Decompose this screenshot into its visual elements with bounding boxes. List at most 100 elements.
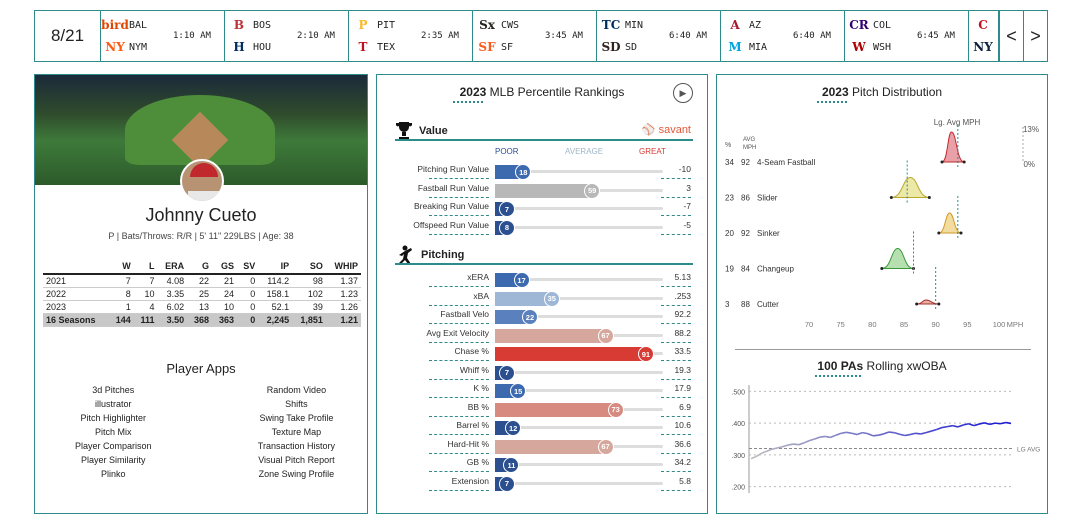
home-abbr: NYM [129, 41, 148, 53]
xwoba-line-segment [851, 432, 858, 436]
xwoba-line-segment [909, 432, 916, 436]
team-logo-icon: NY [973, 40, 993, 54]
xwoba-line-segment [803, 439, 810, 444]
xwoba-line-segment [899, 433, 906, 437]
game-bal-nym[interactable]: bird BAL NY NYM 1:10 AM [101, 11, 225, 61]
game-min-sd[interactable]: TC MIN SD SD 6:40 AM [597, 11, 721, 61]
stats-header: W [108, 259, 134, 275]
stats-cell: 0 [236, 287, 259, 301]
pitch-density-curve [881, 247, 914, 269]
metric-bar [495, 183, 595, 198]
percentile-bubble: 17 [513, 272, 530, 288]
game-time: 3:45 AM [545, 31, 583, 41]
app-link[interactable]: Player Comparison [75, 441, 152, 451]
stats-cell: 0 [236, 300, 259, 314]
game-time: 6:45 AM [917, 31, 955, 41]
player-info: P | Bats/Throws: R/R | 5' 11" 229LBS | A… [108, 231, 294, 241]
metric-label: Fastball Run Value [417, 182, 489, 193]
game-col-wsh[interactable]: CR COL W WSH 6:45 AM [845, 11, 969, 61]
xwoba-line-segment [952, 424, 959, 428]
app-link[interactable]: Transaction History [257, 441, 335, 451]
xwoba-line-segment [856, 431, 863, 436]
game-bos-hou[interactable]: B BOS H HOU 2:10 AM [225, 11, 349, 61]
app-link[interactable]: Shifts [285, 399, 308, 409]
team-logo-icon: H [233, 40, 245, 54]
stats-cell: 102 [292, 287, 326, 301]
stats-header-row: W L ERA G GS SV IP SO WHIP [43, 259, 361, 275]
metric-track [495, 481, 663, 485]
scoreboard-bar: 8/21 bird BAL NY NYM 1:10 AM B BOS H HOU 2:10 AM P… [34, 10, 1048, 62]
game-time: 2:35 AM [421, 31, 459, 41]
savant-logo: ⚾ savant [641, 124, 691, 136]
app-link[interactable]: Visual Pitch Report [258, 455, 335, 465]
xwoba-line-segment [963, 422, 969, 426]
game-cws-sf[interactable]: Sx CWS SF SF 3:45 AM [473, 11, 597, 61]
game-az-mia[interactable]: A AZ M MIA 6:40 AM [721, 11, 845, 61]
next-games-button[interactable]: > [1023, 11, 1047, 61]
metric-track [495, 170, 663, 173]
metric-label: Avg Exit Velocity [426, 327, 489, 338]
stats-cell: 1.23 [325, 287, 361, 301]
pitching-section-header: Pitching [395, 245, 464, 265]
team-logo-icon: W [852, 40, 866, 54]
scale-great: GREAT [639, 147, 666, 156]
x-tick-label: 95 [963, 320, 971, 329]
home-abbr: MIA [749, 41, 768, 53]
xwoba-line-segment [1000, 421, 1006, 425]
xwoba-line-segment [883, 431, 890, 435]
xwoba-line-segment [867, 432, 874, 437]
xwoba-line-segment [947, 424, 953, 428]
game-time: 6:40 AM [793, 31, 831, 41]
home-abbr: HOU [253, 41, 272, 53]
app-link[interactable]: Player Similarity [81, 455, 146, 465]
lg-avg-label: Lg. Avg MPH [934, 118, 981, 127]
stats-cell: 22 [187, 274, 213, 288]
title-underline [453, 101, 483, 103]
mph-col-header: MPH [743, 145, 756, 151]
pitch-mph: 88 [741, 300, 750, 309]
pct-col-header: % [725, 142, 731, 149]
curve-endpoint [962, 160, 966, 164]
pitch-distribution-panel: 2023 Pitch Distribution Lg. Avg MPH% AVG M… [716, 74, 1048, 514]
play-icon[interactable]: ▶ [673, 83, 693, 103]
percentile-title: 2023 MLB Percentile Rankings [459, 85, 625, 99]
xwoba-line-segment [761, 450, 768, 455]
xwoba-line-segment [798, 442, 805, 446]
xwoba-line-segment [782, 444, 789, 448]
pitcher-icon [398, 245, 412, 264]
metric-value: 10.6 [674, 420, 691, 430]
xwoba-line-segment [994, 422, 1001, 425]
app-link[interactable]: Random Video [266, 385, 327, 395]
scale-average: AVERAGE [565, 147, 604, 156]
xwoba-line-segment [814, 436, 821, 440]
app-link[interactable]: Zone Swing Profile [258, 469, 335, 479]
game-partial[interactable]: C NY [969, 11, 999, 61]
metric-value: .253 [674, 290, 691, 301]
stats-cell: 1 [108, 300, 134, 314]
app-link[interactable]: 3d Pitches [92, 385, 135, 395]
app-link[interactable]: Texture Map [271, 427, 322, 437]
away-team: Sx CWS [479, 17, 519, 33]
pitch-pct: 19 [725, 265, 734, 274]
app-link[interactable]: Plinko [101, 469, 126, 479]
stats-cell: 6.02 [157, 300, 188, 314]
metric-track [495, 463, 663, 466]
stats-cell: 0 [236, 274, 259, 288]
x-tick-label: 80 [868, 320, 876, 329]
percentile-bubble: 15 [510, 383, 527, 399]
stats-cell: 3.35 [157, 287, 188, 301]
scale-poor: POOR [495, 147, 519, 156]
game-pit-tex[interactable]: P PIT T TEX 2:35 AM [349, 11, 473, 61]
metric-label: Breaking Run Value [414, 201, 489, 211]
xwoba-line-segment [925, 430, 932, 434]
pitch-mph: 86 [741, 194, 750, 203]
app-link[interactable]: Pitch Highlighter [80, 413, 147, 423]
player-name: Johnny Cueto [145, 205, 257, 225]
xwoba-line-segment [830, 434, 837, 439]
y-tick-label: .400 [731, 421, 745, 428]
prev-games-button[interactable]: < [999, 11, 1023, 61]
metric-value: -5 [683, 219, 691, 230]
app-link[interactable]: illustrator [95, 399, 132, 409]
app-link[interactable]: Swing Take Profile [259, 413, 334, 423]
app-link[interactable]: Pitch Mix [95, 427, 132, 437]
